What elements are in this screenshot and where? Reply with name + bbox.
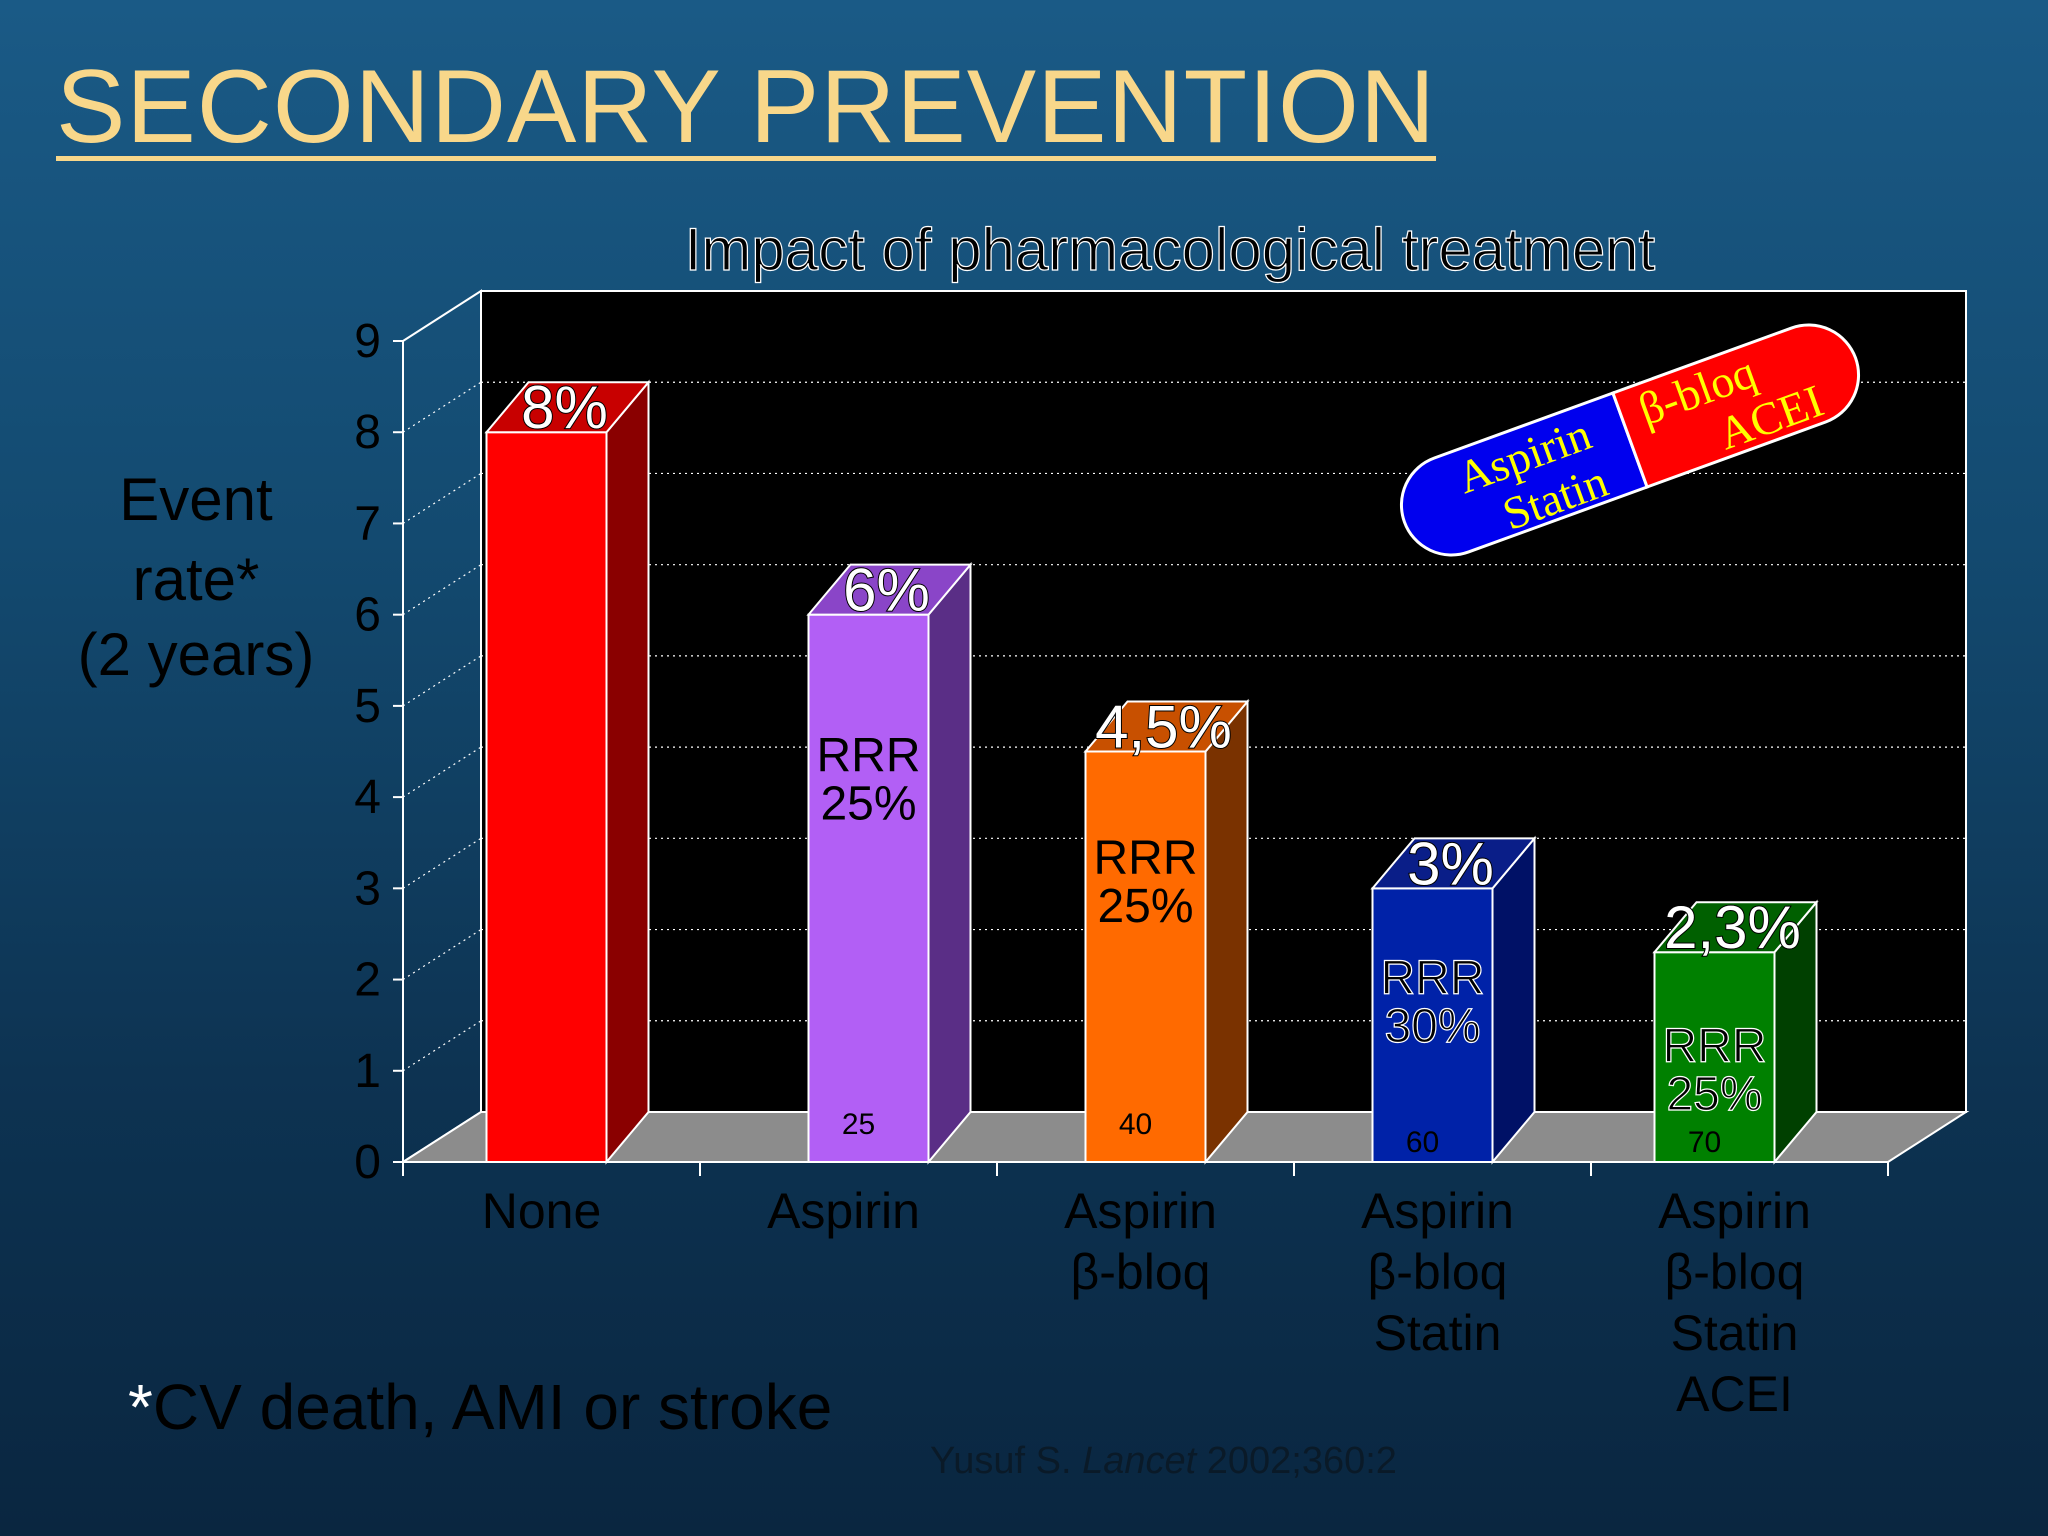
bar-top [1370, 837, 1537, 890]
bar-side [1204, 698, 1249, 1165]
y-tick-label: 3 [354, 862, 381, 915]
bar-rrr-label: 25% [1097, 880, 1193, 933]
x-category-label: Statin [1374, 1305, 1502, 1361]
x-category-label: β-bloq [1071, 1244, 1211, 1300]
x-category-label: β-bloq [1368, 1244, 1508, 1300]
x-category-label: ACEI [1676, 1366, 1793, 1422]
gridline-side [402, 837, 482, 889]
bar-group: 8% [484, 373, 651, 1165]
y-tick-label: 6 [354, 589, 381, 642]
bar-rrr-label: RRR [817, 730, 921, 783]
gridline-side [402, 929, 482, 981]
bar-base-label: 40 [1119, 1108, 1152, 1141]
y-tick-label: 2 [354, 954, 381, 1007]
legend-pill-right [1610, 323, 1860, 489]
gridline-side [402, 564, 482, 616]
gridline-side [402, 472, 482, 524]
bar-top [1652, 901, 1819, 954]
bar-rrr-label: RRR [1094, 832, 1198, 885]
bar [1653, 951, 1776, 1164]
bar-side [605, 379, 650, 1165]
bar-base-label: 70 [1688, 1126, 1721, 1159]
bar-rrr-label: 25% [820, 778, 916, 831]
bar-rrr-label: RRR [1381, 952, 1485, 1005]
bar-rrr-label: RRR [1663, 1020, 1767, 1073]
y-tick-label: 5 [354, 680, 381, 733]
bar-top [806, 563, 973, 616]
citation-ref: 2002;360:2 [1196, 1440, 1397, 1482]
footnote: *CV death, AMI or stroke [128, 1370, 832, 1444]
bar-rrr-label: 25% [1666, 1068, 1762, 1121]
citation: Yusuf S. Lancet 2002;360:2 [930, 1440, 1397, 1483]
gridline-side [402, 746, 482, 798]
bar [485, 431, 608, 1163]
bar [807, 613, 930, 1163]
y-tick-label: 0 [354, 1136, 381, 1189]
footnote-star: * [128, 1371, 153, 1443]
bar-value-label: 6% [843, 557, 930, 624]
y-axis-label: (2 years) [78, 621, 315, 688]
gridline-side [402, 381, 482, 433]
x-category-label: Statin [1671, 1305, 1799, 1361]
gridline-side [402, 655, 482, 707]
bar-value-label: 8% [521, 374, 608, 441]
bar-value-label: 3% [1407, 830, 1494, 897]
legend-pill-left [1400, 391, 1650, 557]
citation-journal: Lancet [1082, 1440, 1197, 1482]
x-category-label: Aspirin [767, 1183, 920, 1239]
page-title: SECONDARY PREVENTION [56, 49, 1437, 165]
y-axis-label: rate* [133, 546, 260, 613]
bar-base-label: 25 [842, 1108, 875, 1141]
y-tick-label: 4 [354, 771, 381, 824]
y-tick-label: 1 [354, 1045, 381, 1098]
chart-title: Impact of pharmacological treatment [685, 216, 1656, 283]
y-tick-label: 8 [354, 406, 381, 459]
bar-side [1491, 835, 1536, 1165]
x-category-label: Aspirin [1658, 1183, 1811, 1239]
chart-side-wall [402, 289, 482, 1164]
x-category-label: Aspirin [1064, 1183, 1217, 1239]
bar-top [1083, 700, 1250, 753]
y-tick-label: 9 [354, 315, 381, 368]
x-category-label: Aspirin [1361, 1183, 1514, 1239]
gridline-side [402, 1020, 482, 1072]
x-category-label: None [482, 1183, 602, 1239]
footnote-text: CV death, AMI or stroke [152, 1371, 833, 1443]
bar-top [484, 381, 651, 434]
x-category-label: β-bloq [1665, 1244, 1805, 1300]
bar [1084, 750, 1207, 1163]
citation-author: Yusuf S. [930, 1440, 1083, 1482]
bar-rrr-label: 30% [1384, 1000, 1480, 1053]
bar-base-label: 60 [1406, 1126, 1439, 1159]
bar-value-label: 2,3% [1664, 894, 1801, 961]
y-tick-label: 7 [354, 497, 381, 550]
bar-value-label: 4,5% [1095, 694, 1232, 761]
y-axis-label: Event [119, 466, 273, 533]
bar-side [927, 561, 972, 1165]
